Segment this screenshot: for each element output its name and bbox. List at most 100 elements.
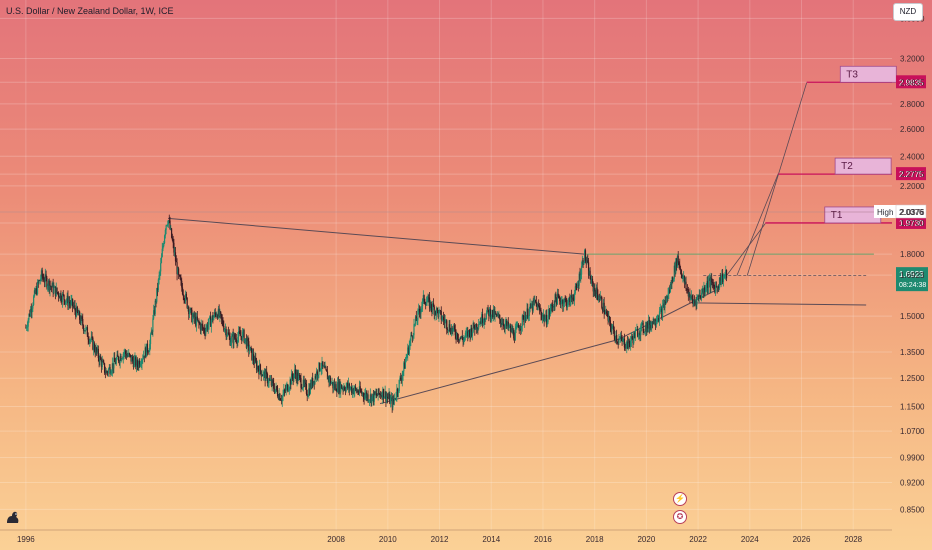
candle-body xyxy=(313,380,315,384)
candle-body xyxy=(159,271,161,275)
candle-body xyxy=(380,395,382,396)
candle-body xyxy=(396,388,398,398)
price-series xyxy=(25,214,728,413)
candle-body xyxy=(521,315,523,327)
candle-body xyxy=(708,278,710,281)
candle-body xyxy=(52,283,54,293)
candle-body xyxy=(693,301,696,302)
candle-body xyxy=(50,286,53,288)
candle-body xyxy=(426,301,428,303)
x-tick-label: 2010 xyxy=(379,535,397,544)
candle-body xyxy=(620,336,622,339)
candle-body xyxy=(253,360,255,364)
candle-body xyxy=(73,305,75,307)
candle-body xyxy=(673,265,675,279)
candle-body xyxy=(262,372,265,376)
currency-button[interactable]: NZD xyxy=(893,3,923,21)
candle-body xyxy=(443,317,445,320)
candle-body xyxy=(113,357,115,369)
candle-body xyxy=(531,303,533,308)
candle-body xyxy=(467,331,469,337)
candle-body xyxy=(498,315,500,316)
candle-body xyxy=(119,356,121,363)
candle-body xyxy=(706,280,708,288)
y-tick-label: 1.2500 xyxy=(900,374,925,383)
candle-body xyxy=(577,284,580,286)
us-flag-icon[interactable]: ✪ xyxy=(673,510,687,524)
candle-body xyxy=(635,329,637,331)
candle-body xyxy=(342,387,344,390)
candle-body xyxy=(724,275,726,277)
candle-body xyxy=(298,375,300,381)
candle-body xyxy=(648,320,650,329)
candle-body xyxy=(581,260,583,266)
candle-body xyxy=(451,327,453,332)
candle-body xyxy=(522,315,524,317)
y-tick-label: 2.2000 xyxy=(900,182,925,191)
candle-body xyxy=(644,331,646,333)
candle-body xyxy=(30,309,32,313)
candle-body xyxy=(440,310,442,320)
candle-body xyxy=(80,316,82,324)
candle-body xyxy=(362,393,364,397)
candle-body xyxy=(238,331,241,333)
candle-body xyxy=(122,353,124,359)
candle-body xyxy=(556,298,558,305)
trend-drawings xyxy=(168,82,874,405)
candle-body xyxy=(659,309,661,312)
candle-body xyxy=(358,392,360,394)
candle-body xyxy=(291,373,294,378)
candle-body xyxy=(411,335,413,337)
candle-body xyxy=(725,269,728,279)
candle-body xyxy=(293,374,295,380)
candle-body xyxy=(636,329,638,330)
candle-body xyxy=(570,295,573,299)
candle-body xyxy=(259,364,261,375)
candle-body xyxy=(311,378,313,388)
candle-body xyxy=(540,310,542,315)
candle-body xyxy=(497,314,499,316)
candle-body xyxy=(557,293,559,297)
candle-body xyxy=(560,301,562,305)
candle-body xyxy=(696,296,698,305)
target-price-tag-text: 1.9730 xyxy=(899,219,924,228)
candle-body xyxy=(297,372,299,381)
candle-body xyxy=(531,303,534,311)
candle-body xyxy=(632,338,634,344)
candle-body xyxy=(117,354,119,357)
candle-body xyxy=(559,301,562,305)
candle-body xyxy=(189,308,191,313)
candle-body xyxy=(393,398,396,401)
candle-body xyxy=(383,396,385,399)
candle-body xyxy=(575,286,577,288)
candle-body xyxy=(110,373,112,375)
candle-body xyxy=(152,318,154,332)
candle-body xyxy=(213,312,216,317)
candle-body xyxy=(432,303,435,307)
candle-body xyxy=(389,394,391,404)
candle-body xyxy=(625,347,627,349)
candle-body xyxy=(280,400,283,402)
lightning-icon[interactable]: ⚡ xyxy=(673,492,687,506)
candle-body xyxy=(548,310,550,316)
candle-body xyxy=(530,303,532,308)
candle-body xyxy=(43,277,45,282)
candle-body xyxy=(674,265,676,273)
candle-body xyxy=(163,235,166,244)
candle-body xyxy=(591,278,593,284)
candle-body xyxy=(453,325,456,330)
candle-body xyxy=(707,280,709,288)
tradingview-logo-icon[interactable] xyxy=(4,508,22,526)
candle-body xyxy=(690,298,692,300)
y-tick-label: 0.9900 xyxy=(900,454,925,463)
candle-body xyxy=(685,281,687,289)
candle-body xyxy=(83,330,85,332)
candle-body xyxy=(411,335,414,338)
candle-body xyxy=(410,335,412,341)
candle-body xyxy=(39,280,41,282)
candle-body xyxy=(672,277,674,281)
candle-body xyxy=(495,312,497,314)
candle-body xyxy=(630,336,633,341)
candle-body xyxy=(712,282,714,286)
